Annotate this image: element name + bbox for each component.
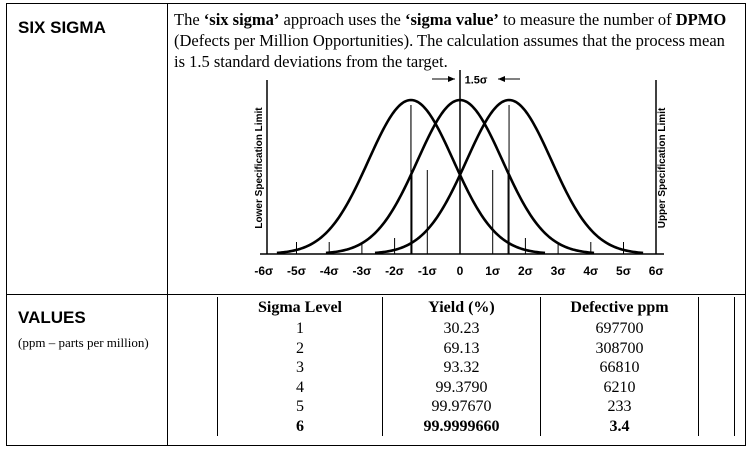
- cell-yield: 99.9999660: [382, 416, 541, 436]
- intro-text: approach uses the: [279, 10, 405, 29]
- axis-tick-label: 1σ: [485, 264, 500, 278]
- intro-text: The: [174, 10, 204, 29]
- six-sigma-table-frame: [6, 3, 746, 446]
- sigma-values-table: Sigma Level Yield (%) Defective ppm 1 30.…: [217, 297, 735, 436]
- cell-ppm: 6210: [540, 377, 699, 397]
- cell-ppm: 3.4: [540, 416, 699, 436]
- table-row: 5 99.97670 233: [217, 397, 735, 417]
- normal-curve: [374, 98, 644, 255]
- axis-tick-label: -4σ: [320, 264, 339, 278]
- cell-empty: [698, 377, 735, 397]
- header-defective-ppm: Defective ppm: [540, 297, 699, 319]
- axis-tick-label: 3σ: [551, 264, 566, 278]
- cell-empty: [698, 319, 735, 339]
- cell-yield: 93.32: [382, 358, 541, 378]
- axis-tick-label: -3σ: [352, 264, 371, 278]
- column-divider: [167, 3, 168, 446]
- table-row: 4 99.3790 6210: [217, 377, 735, 397]
- intro-bold-term: DPMO: [675, 10, 727, 29]
- axis-tick-label: -1σ: [418, 264, 437, 278]
- cell-yield: 99.97670: [382, 397, 541, 417]
- table-header-row: Sigma Level Yield (%) Defective ppm: [217, 297, 735, 319]
- table-row: 1 30.23 697700: [217, 319, 735, 339]
- intro-text: to measure the number of: [498, 10, 676, 29]
- values-subtext: (ppm – parts per million): [18, 335, 149, 350]
- values-heading: VALUES: [18, 308, 86, 327]
- normal-distribution-diagram: -6σ -5σ -4σ -3σ -2σ -1σ 0 1σ 2σ 3σ 4σ 5σ 6σ 1.5σ Low…: [254, 70, 668, 278]
- intro-bold-term: ‘six sigma’: [203, 10, 280, 29]
- table-row: 2 69.13 308700: [217, 338, 735, 358]
- cell-empty: [698, 338, 735, 358]
- axis-tick-label: 0: [457, 264, 464, 278]
- cell-sigma: 4: [217, 377, 383, 397]
- header-yield: Yield (%): [382, 297, 541, 319]
- cell-sigma: 1: [217, 319, 383, 339]
- lower-spec-limit-label: Lower Specification Limit: [254, 107, 265, 229]
- cell-ppm: 308700: [540, 338, 699, 358]
- cell-yield: 99.3790: [382, 377, 541, 397]
- axis-tick-label: -2σ: [385, 264, 404, 278]
- header-sigma-level: Sigma Level: [217, 297, 383, 319]
- axis-tick-label: 5σ: [616, 264, 631, 278]
- axis-tick-label: -6σ: [254, 264, 273, 278]
- axis-tick-label: 4σ: [583, 264, 598, 278]
- intro-bold-term: ‘sigma value’: [404, 10, 499, 29]
- axis-tick-label: 6σ: [649, 264, 664, 278]
- six-sigma-heading: SIX SIGMA: [18, 18, 106, 37]
- cell-sigma: 2: [217, 338, 383, 358]
- axis-tick-label: 2σ: [518, 264, 533, 278]
- cell-empty: [698, 397, 735, 417]
- intro-paragraph: The ‘six sigma’ approach uses the ‘sigma…: [174, 9, 734, 72]
- cell-sigma: 6: [217, 416, 383, 436]
- cell-ppm: 697700: [540, 319, 699, 339]
- cell-sigma: 5: [217, 397, 383, 417]
- row-divider: [6, 294, 746, 295]
- upper-spec-limit-label: Upper Specification Limit: [657, 107, 668, 228]
- normal-curve: [276, 98, 546, 255]
- cell-empty: [698, 416, 735, 436]
- shift-annotation: 1.5σ: [432, 75, 520, 87]
- cell-yield: 69.13: [382, 338, 541, 358]
- intro-text: (Defects per Million Opportunities). The…: [174, 31, 725, 71]
- table-row: 3 93.32 66810: [217, 358, 735, 378]
- cell-ppm: 233: [540, 397, 699, 417]
- lower-spec-limit: Lower Specification Limit: [254, 80, 268, 254]
- upper-spec-limit: Upper Specification Limit: [655, 80, 668, 254]
- cell-empty: [698, 358, 735, 378]
- table-row: 6 99.9999660 3.4: [217, 416, 735, 436]
- cell-yield: 30.23: [382, 319, 541, 339]
- header-empty: [698, 297, 735, 319]
- cell-sigma: 3: [217, 358, 383, 378]
- cell-ppm: 66810: [540, 358, 699, 378]
- axis-tick-label: -5σ: [287, 264, 306, 278]
- shift-label: 1.5σ: [465, 75, 488, 87]
